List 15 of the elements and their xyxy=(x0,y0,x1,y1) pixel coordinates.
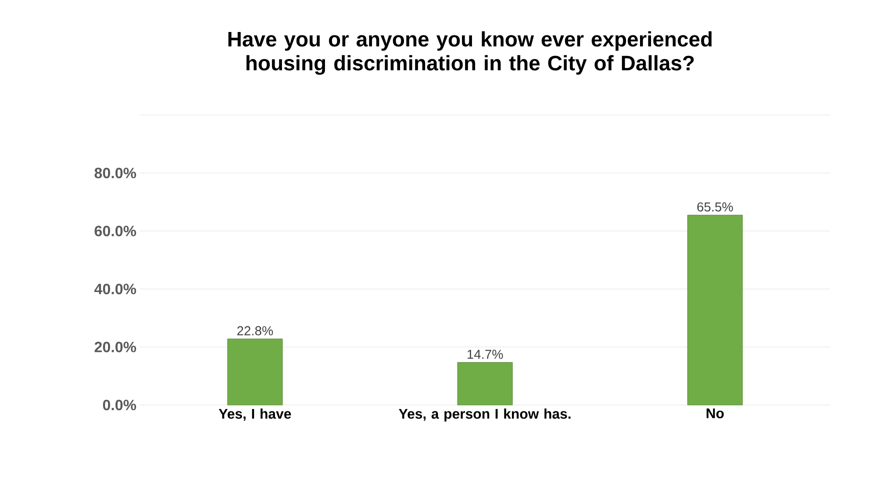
bar xyxy=(687,214,743,406)
y-tick-label: 0.0% xyxy=(103,400,136,410)
x-tick-label: Yes, a person I know has. xyxy=(398,408,570,422)
bar xyxy=(457,362,513,406)
data-label: 14.7% xyxy=(468,350,503,359)
bar xyxy=(227,338,283,406)
y-tick-label: 40.0% xyxy=(94,284,136,294)
data-label: 22.8% xyxy=(237,326,273,336)
chart-title: Have you or anyone you know ever experienced housing discrimination in the City of Dallas? xyxy=(228,31,712,75)
x-tick-label: No xyxy=(706,408,724,418)
y-tick-label: 80.0% xyxy=(94,168,136,178)
y-tick-label: 60.0% xyxy=(94,226,136,236)
y-tick-label: 20.0% xyxy=(94,342,136,352)
data-label: 65.5% xyxy=(697,202,733,212)
x-tick-label: Yes, I have xyxy=(218,408,291,421)
